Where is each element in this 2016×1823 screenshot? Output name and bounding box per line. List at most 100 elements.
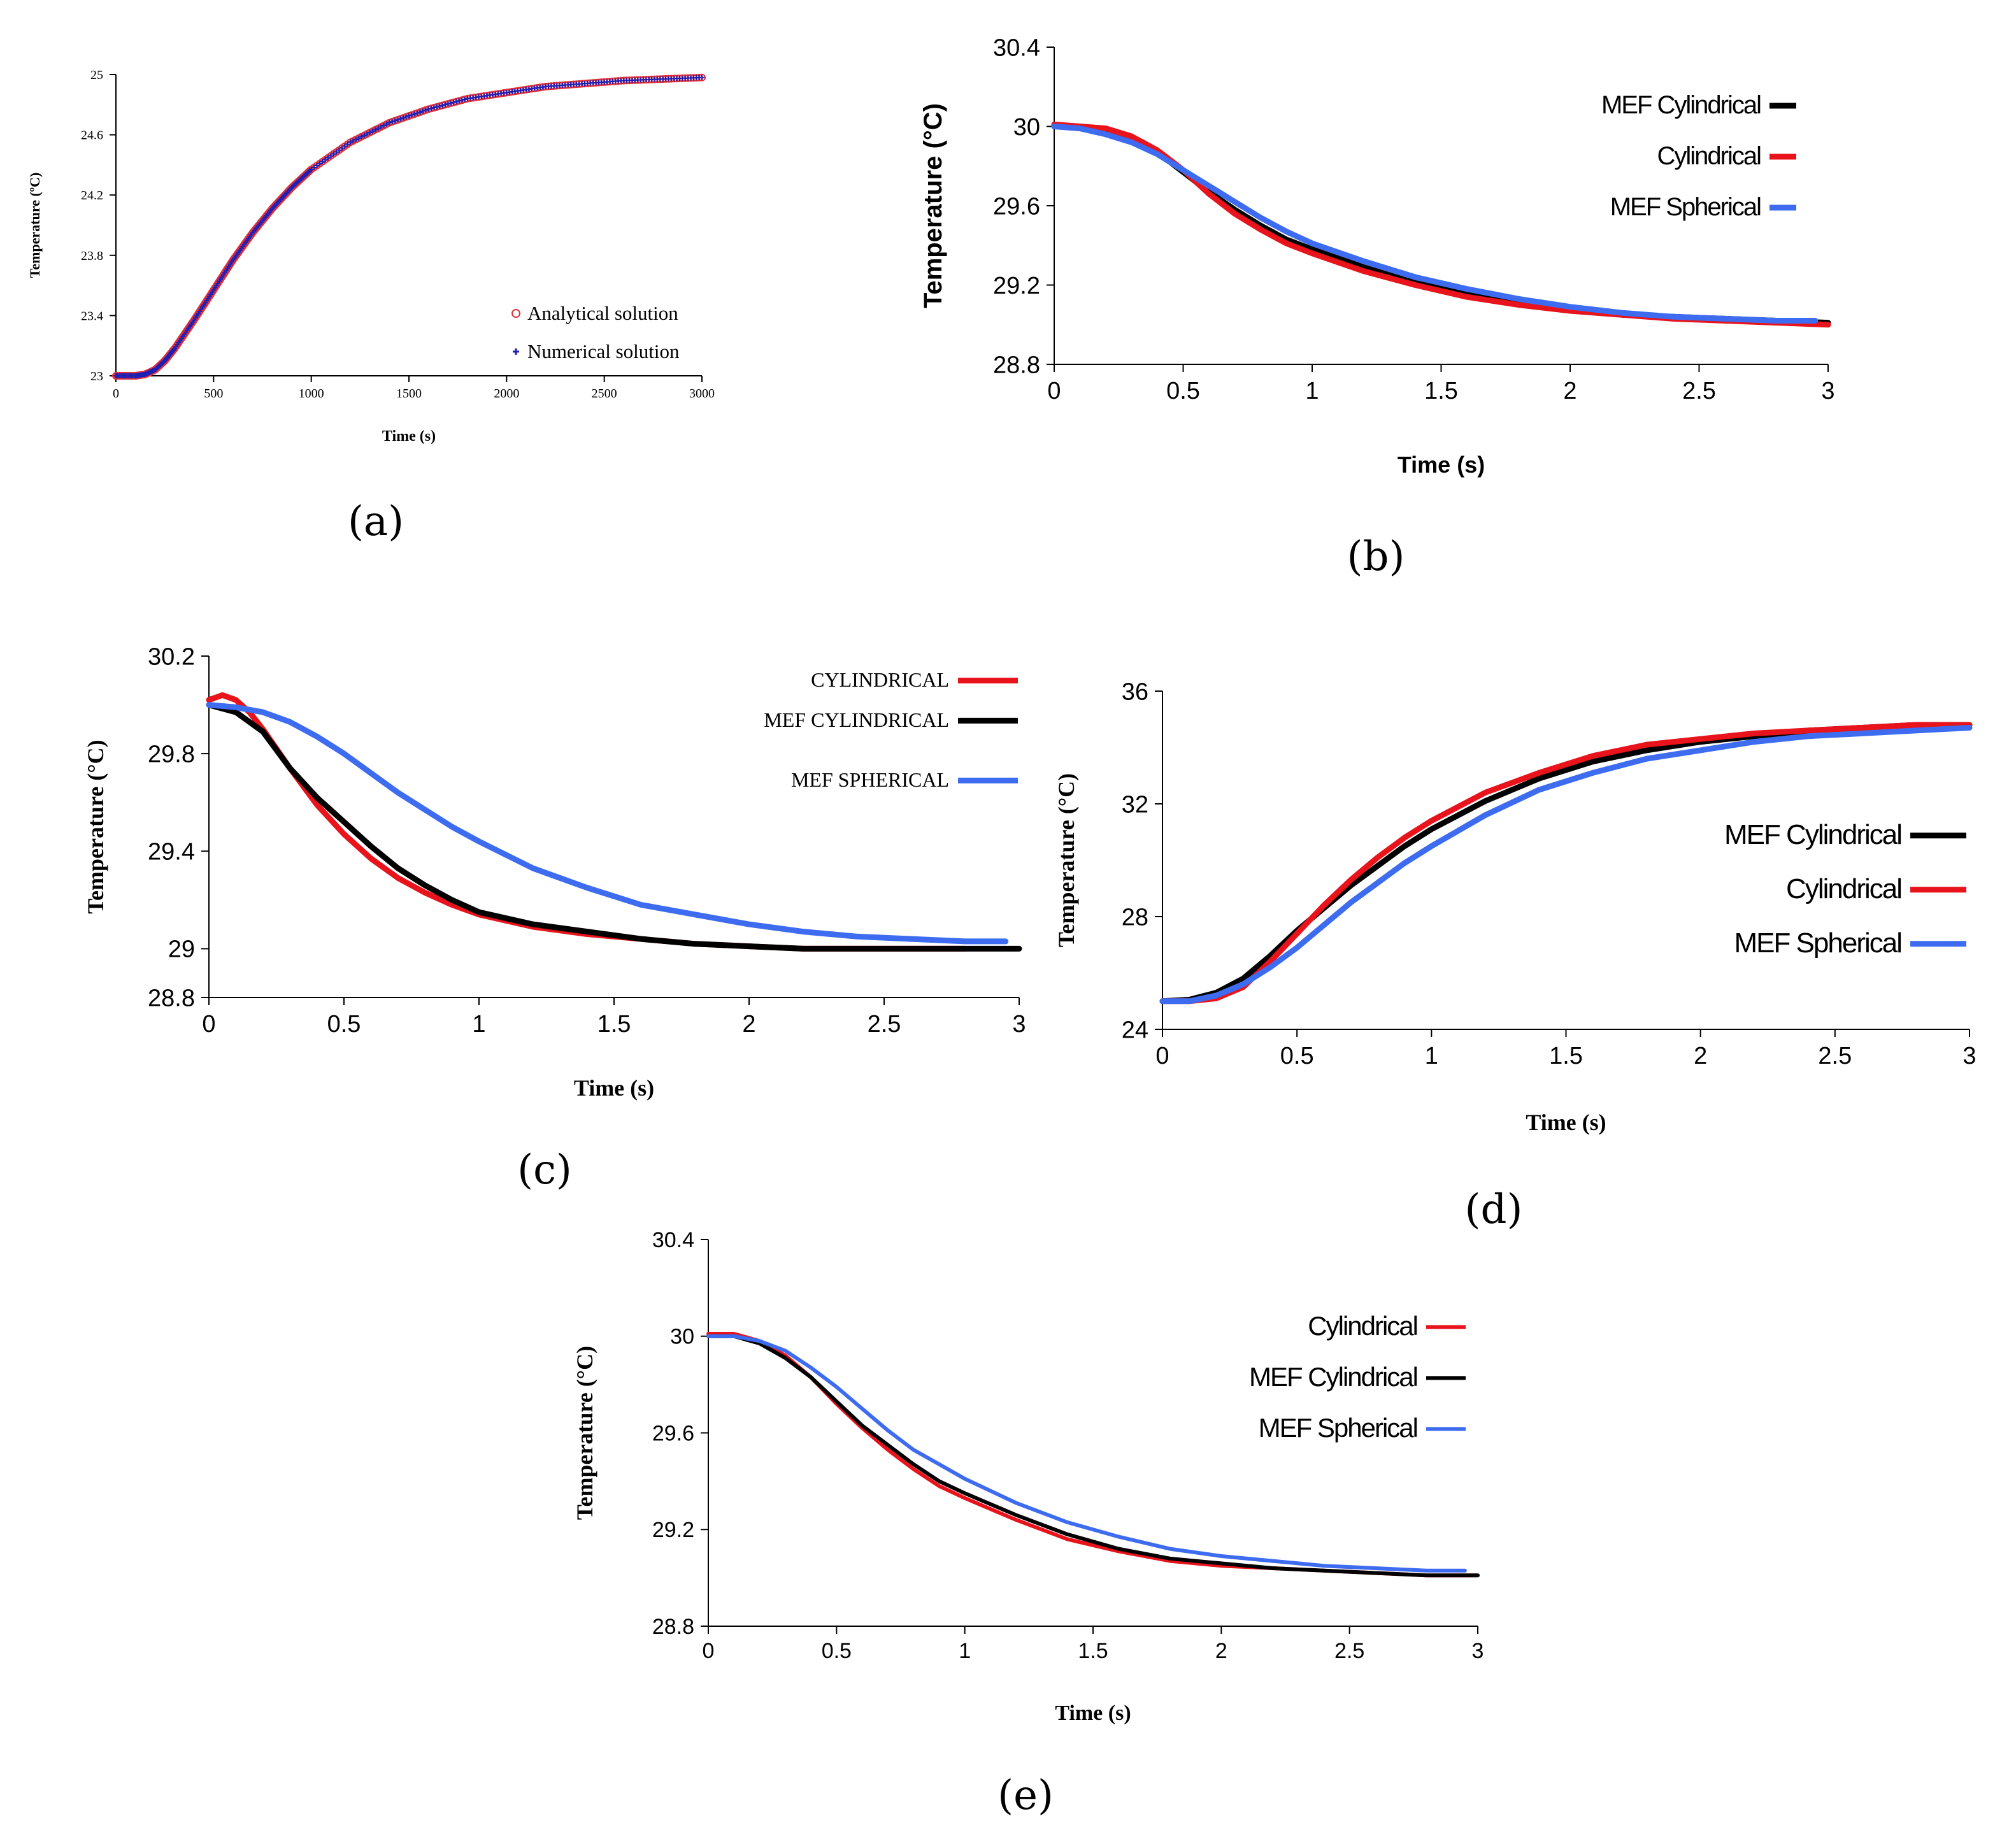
- x-tick-label: 1: [472, 1011, 485, 1038]
- x-tick-label: 0: [1155, 1043, 1169, 1069]
- data-point: [314, 162, 320, 168]
- legend-label: MEF Spherical: [1259, 1413, 1417, 1443]
- x-tick-label: 2000: [494, 387, 519, 401]
- y-tick-label: 29.6: [993, 193, 1040, 220]
- y-tick-label: 29.4: [148, 839, 195, 866]
- y-tick-label: 24.2: [81, 189, 103, 203]
- x-tick-label: 0.5: [327, 1011, 361, 1038]
- y-tick-label: 29.2: [993, 273, 1040, 299]
- data-point: [331, 151, 336, 157]
- data-point: [699, 75, 704, 80]
- series-line-mef-cylindrical: [706, 1334, 1480, 1578]
- y-tick-label: 28: [1122, 904, 1148, 931]
- data-point: [339, 145, 345, 151]
- x-tick-label: 0: [1047, 378, 1061, 404]
- panel-label: (e): [997, 1772, 1054, 1819]
- x-tick-label: 2500: [592, 387, 617, 401]
- y-tick-label: 23.4: [81, 309, 103, 323]
- data-point: [378, 124, 384, 130]
- data-point: [454, 99, 459, 104]
- data-point: [322, 157, 328, 162]
- x-axis-title: Time (s): [1526, 1110, 1606, 1135]
- legend: Analytical solution Numerical solution: [511, 302, 680, 362]
- data-point: [456, 98, 462, 104]
- x-tick-label: 2.5: [868, 1011, 901, 1038]
- data-point: [397, 116, 403, 122]
- x-tick-label: 2: [1563, 378, 1576, 404]
- series-line-mef-spherical: [1051, 124, 1819, 324]
- data-point: [389, 119, 395, 125]
- data-point: [320, 159, 325, 164]
- y-axis-title: Temperature (°C): [572, 1346, 597, 1520]
- y-tick-label: 30.2: [148, 643, 195, 670]
- legend-label: MEF Spherical: [1610, 193, 1761, 221]
- series-line-mef-spherical: [1159, 725, 1973, 1004]
- x-tick-label: 0: [703, 1639, 715, 1663]
- data-point: [345, 141, 350, 147]
- data-point: [325, 155, 331, 161]
- data-point: [171, 347, 176, 352]
- legend-label: CYLINDRICAL: [811, 668, 949, 691]
- x-tick-label: 2: [742, 1011, 755, 1038]
- data-point: [375, 125, 381, 131]
- data-point: [370, 128, 376, 134]
- x-tick-label: 0: [113, 387, 119, 401]
- series-numerical-solution: [113, 75, 704, 378]
- y-axis-title: Temperature (ºC): [27, 173, 43, 278]
- y-tick-label: 28.8: [993, 352, 1040, 378]
- x-tick-label: 3: [1821, 378, 1834, 404]
- legend-label: Cylindrical: [1657, 142, 1761, 170]
- x-tick-label: 1.5: [1549, 1043, 1583, 1069]
- legend-label: MEF Cylindrical: [1601, 91, 1761, 119]
- x-tick-label: 2: [1694, 1043, 1707, 1069]
- x-tick-label: 0.5: [1280, 1043, 1314, 1069]
- x-tick-label: 2.5: [1818, 1043, 1852, 1069]
- y-tick-label: 28.8: [148, 985, 195, 1012]
- x-tick-label: 1.5: [1078, 1639, 1108, 1663]
- x-tick-label: 1.5: [1424, 378, 1458, 404]
- series-line-mef-spherical: [206, 702, 1009, 945]
- data-point: [308, 166, 314, 172]
- y-tick-label: 23: [90, 369, 103, 383]
- x-tick-label: 1000: [299, 387, 324, 401]
- data-point: [381, 123, 387, 129]
- data-point: [359, 134, 364, 139]
- x-tick-label: 3: [1472, 1639, 1484, 1663]
- y-tick-label: 23.8: [81, 249, 103, 263]
- data-point: [403, 114, 409, 120]
- y-tick-label: 29: [168, 936, 195, 963]
- data-point: [342, 143, 348, 149]
- data-point: [423, 107, 429, 113]
- data-point: [434, 104, 440, 110]
- data-point: [395, 117, 401, 123]
- legend-label: Cylindrical: [1786, 873, 1901, 904]
- x-tick-label: 1: [1425, 1043, 1438, 1069]
- chart-e: 0 0.5 1 1.5 2 2.5 3 28.8 29.2 29.6 30 30.4 Time (s) T…: [572, 1228, 1483, 1819]
- legend-label: MEF CYLINDRICAL: [764, 708, 949, 731]
- data-point: [459, 97, 465, 103]
- legend: MEF Cylindrical Cylindrical MEF Spherical: [1724, 819, 1966, 959]
- x-axis-title: Time (s): [574, 1075, 654, 1101]
- x-tick-label: 0.5: [1166, 378, 1200, 404]
- data-point: [311, 164, 317, 170]
- x-tick-label: 500: [204, 387, 223, 401]
- data-point: [420, 108, 425, 114]
- data-point: [373, 127, 378, 132]
- legend: MEF Cylindrical Cylindrical MEF Spherical: [1601, 91, 1796, 221]
- x-tick-label: 3: [1962, 1043, 1976, 1069]
- data-point: [437, 103, 443, 109]
- data-point: [392, 118, 398, 124]
- y-tick-label: 32: [1122, 791, 1148, 818]
- series-line-mef-cylindrical: [206, 702, 1022, 952]
- y-tick-label: 29.8: [148, 741, 195, 768]
- legend-label: MEF Cylindrical: [1249, 1362, 1417, 1392]
- data-point: [429, 106, 434, 111]
- y-tick-label: 30: [1013, 114, 1040, 141]
- legend: Cylindrical MEF Cylindrical MEF Spherical: [1249, 1311, 1466, 1443]
- y-tick-label: 24.6: [81, 129, 103, 143]
- data-point: [336, 147, 342, 153]
- data-point: [440, 103, 445, 108]
- data-point: [334, 149, 340, 155]
- y-axis-title: Temperature (°C): [83, 740, 108, 913]
- x-axis-title: Time (s): [1055, 1701, 1131, 1725]
